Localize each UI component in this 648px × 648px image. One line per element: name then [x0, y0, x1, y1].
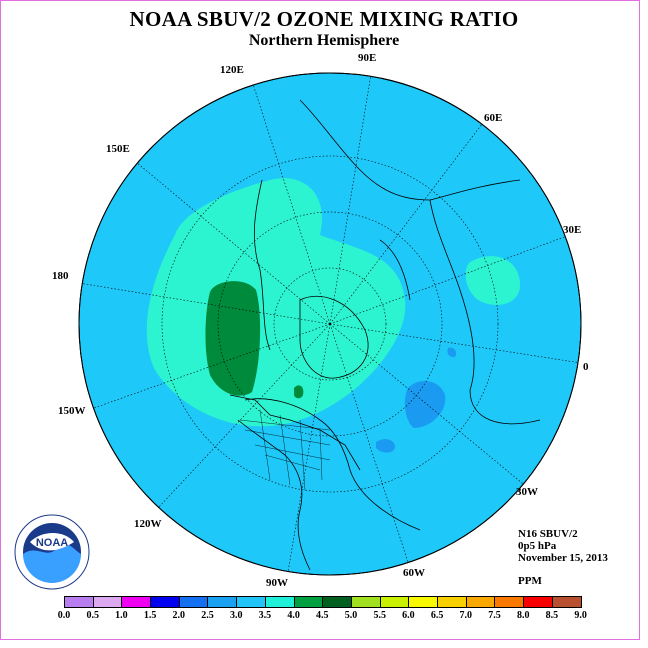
colorbar-cell: [208, 597, 238, 607]
colorbar-cell: [179, 597, 209, 607]
colorbar-tick-label: 5.0: [344, 610, 358, 621]
colorbar-cell: [122, 597, 152, 607]
lon-label-120e: 120E: [220, 64, 244, 76]
lon-label-120w: 120W: [134, 518, 162, 530]
svg-text:NOAA: NOAA: [36, 537, 68, 549]
state-borders: [239, 409, 331, 491]
colorbar-tick-label: 7.0: [459, 610, 473, 621]
page-subtitle: Northern Hemisphere: [248, 32, 400, 49]
colorbar-tick-label: 1.0: [115, 610, 128, 621]
colorbar-tick-label: 4.5: [316, 610, 329, 621]
colorbar-tick-label: 5.5: [373, 610, 386, 621]
colorbar-cell: [265, 597, 295, 607]
colorbar: [64, 596, 583, 608]
figure-frame: [0, 0, 640, 640]
lon-label-0: 0: [583, 361, 589, 373]
ozone-contour-2-5: [404, 380, 446, 428]
colorbar-tick-label: 6.0: [402, 610, 415, 621]
colorbar-cell: [237, 597, 266, 607]
ozone-contour-4-5-small: [294, 385, 304, 399]
graticule: [79, 73, 581, 573]
lon-label-30e: 30E: [563, 224, 581, 236]
colorbar-cell: [294, 597, 324, 607]
colorbar-cell: [65, 597, 94, 607]
coastlines: [229, 99, 541, 571]
colorbar-tick-label: 6.5: [430, 610, 444, 621]
colorbar-cell: [409, 597, 438, 607]
colorbar-tick-label: 3.0: [229, 610, 243, 621]
date-label: November 15, 2013: [518, 552, 608, 564]
colorbar-tick-label: 2.0: [172, 610, 186, 621]
units-label: PPM: [518, 575, 542, 587]
ozone-contour-2-5-small: [376, 439, 396, 453]
colorbar-tick-label: 8.5: [545, 610, 559, 621]
colorbar-cell: [380, 597, 410, 607]
instrument-label: N16 SBUV/2: [518, 528, 578, 540]
colorbar-tick-label: 2.5: [201, 610, 214, 621]
page-title: NOAA SBUV/2 OZONE MIXING RATIO: [129, 7, 519, 31]
colorbar-cell: [351, 597, 381, 607]
colorbar-tick-label: 4.0: [287, 610, 300, 621]
colorbar-tick-label: 1.5: [143, 610, 157, 621]
lon-label-180: 180: [52, 270, 69, 282]
info-block: N16 SBUV/2 0p5 hPa November 15, 2013: [518, 528, 608, 564]
noaa-logo: NOAA: [14, 514, 90, 590]
level-label: 0p5 hPa: [518, 540, 557, 552]
lon-label-30w: 30W: [516, 486, 538, 498]
lon-label-60e: 60E: [484, 112, 502, 124]
lon-label-150w: 150W: [58, 405, 86, 417]
colorbar-tick-label: 3.5: [258, 610, 272, 621]
lon-label-150e: 150E: [106, 143, 130, 155]
lon-label-60w: 60W: [403, 567, 425, 579]
colorbar-cell: [151, 597, 180, 607]
ozone-contour-3-5-east: [465, 256, 520, 305]
colorbar-cell: [437, 597, 467, 607]
lon-label-90w: 90W: [266, 577, 288, 589]
colorbar-ticks: 0.0 0.5 1.0 1.5 2.0 2.5 3.0 3.5 4.0 4.5 5.0 5.5 6.0 6…: [52, 610, 612, 624]
colorbar-tick-label: 7.5: [488, 610, 501, 621]
colorbar-cell: [93, 597, 123, 607]
colorbar-tick-label: 0.5: [86, 610, 99, 621]
ozone-contour-2-5-tiny: [447, 347, 457, 358]
colorbar-cell: [495, 597, 524, 607]
colorbar-tick-label: 8.0: [516, 610, 530, 621]
colorbar-cell: [466, 597, 496, 607]
colorbar-cell: [552, 597, 582, 607]
ozone-contour-4-5: [205, 281, 261, 396]
colorbar-tick-label: 9.0: [574, 610, 587, 621]
colorbar-cell: [524, 597, 553, 607]
lon-label-90e: 90E: [358, 52, 376, 64]
colorbar-tick-label: 0.0: [57, 610, 71, 621]
colorbar-cell: [323, 597, 352, 607]
